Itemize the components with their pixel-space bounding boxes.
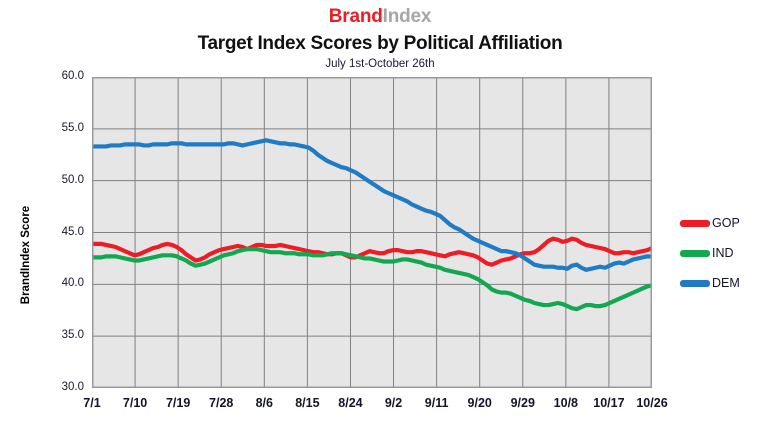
legend-label: IND <box>712 246 734 260</box>
y-tick-label: 45.0 <box>61 225 84 238</box>
x-tick-label: 8/6 <box>255 396 273 410</box>
chart-subtitle: July 1st-October 26th <box>325 58 435 70</box>
y-tick-label: 60.0 <box>61 70 84 82</box>
x-tick-label: 9/11 <box>424 396 449 410</box>
legend-item-dem[interactable]: DEM <box>680 268 756 298</box>
chart-legend: GOP IND DEM <box>680 208 756 298</box>
plot-border <box>92 77 652 388</box>
y-tick-label: 50.0 <box>61 173 84 186</box>
series-line-gop <box>92 236 652 267</box>
y-tick-label: 40.0 <box>61 277 84 290</box>
x-tick-label: 10/8 <box>553 396 579 410</box>
plot-area <box>92 77 652 388</box>
brand-logo-part1: Brand <box>328 6 383 27</box>
legend-swatch-icon <box>680 279 710 287</box>
y-tick-label: 35.0 <box>61 329 84 342</box>
y-tick-label: 55.0 <box>61 121 84 134</box>
series-line-ind <box>92 246 652 312</box>
brandindex-logo: BrandIndex <box>0 6 760 27</box>
x-tick-label: 7/1 <box>83 396 101 410</box>
series-line-dem <box>92 138 652 272</box>
x-tick-label: 8/24 <box>338 396 363 410</box>
brand-logo-part2: Index <box>382 6 432 27</box>
y-tick-label: 30.0 <box>61 381 84 393</box>
legend-swatch-icon <box>680 249 710 257</box>
line-chart-svg <box>92 77 652 388</box>
x-tick-label: 10/17 <box>593 396 625 410</box>
x-tick-label: 9/2 <box>384 396 403 410</box>
legend-item-gop[interactable]: GOP <box>680 208 756 238</box>
x-tick-label: 7/28 <box>209 396 234 410</box>
x-tick-label: 9/20 <box>467 396 492 410</box>
x-tick-label: 9/29 <box>510 396 535 410</box>
legend-swatch-icon <box>680 219 710 227</box>
legend-label: DEM <box>712 276 740 290</box>
x-tick-label: 7/19 <box>165 396 191 410</box>
legend-item-ind[interactable]: IND <box>680 238 756 268</box>
y-axis-title: BrandIndex Score <box>20 205 32 305</box>
legend-label: GOP <box>712 216 740 230</box>
x-tick-label: 8/15 <box>295 396 320 410</box>
x-tick-label: 10/26 <box>636 396 668 410</box>
chart-title: Target Index Scores by Political Affilia… <box>197 33 563 54</box>
x-tick-label: 7/10 <box>122 396 148 410</box>
